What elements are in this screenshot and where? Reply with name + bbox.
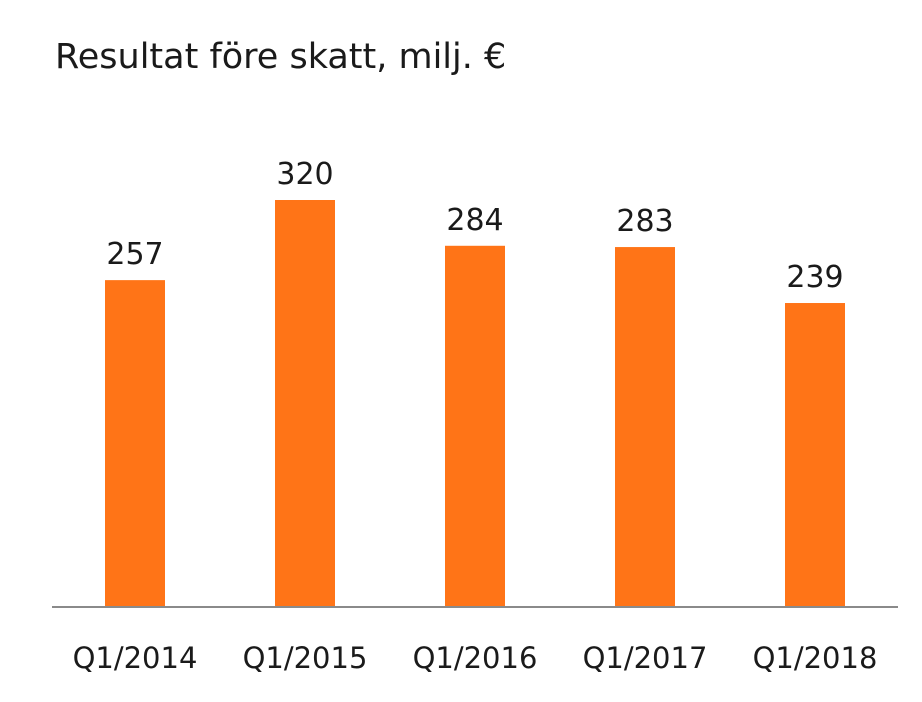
x-tick-label: Q1/2015 [243, 641, 368, 675]
value-label: 284 [446, 203, 503, 238]
bar-q1-2015 [275, 200, 335, 607]
value-label: 239 [786, 260, 843, 295]
x-tick-label: Q1/2017 [583, 641, 708, 675]
bar-q1-2016 [445, 245, 505, 607]
bar-q1-2017 [615, 247, 675, 607]
chart-title: Resultat före skatt, milj. € [55, 37, 506, 77]
value-label: 320 [276, 157, 333, 192]
x-tick-label: Q1/2016 [413, 641, 538, 675]
x-tick-label: Q1/2014 [73, 641, 198, 675]
value-label: 283 [616, 204, 673, 239]
x-tick-labels: Q1/2014 Q1/2015 Q1/2016 Q1/2017 Q1/2018 [73, 641, 878, 675]
x-tick-label: Q1/2018 [753, 641, 878, 675]
value-labels: 257 320 284 283 239 [106, 157, 843, 295]
bar-q1-2018 [785, 303, 845, 607]
bars [105, 200, 845, 607]
bar-q1-2014 [105, 280, 165, 607]
value-label: 257 [106, 237, 163, 272]
